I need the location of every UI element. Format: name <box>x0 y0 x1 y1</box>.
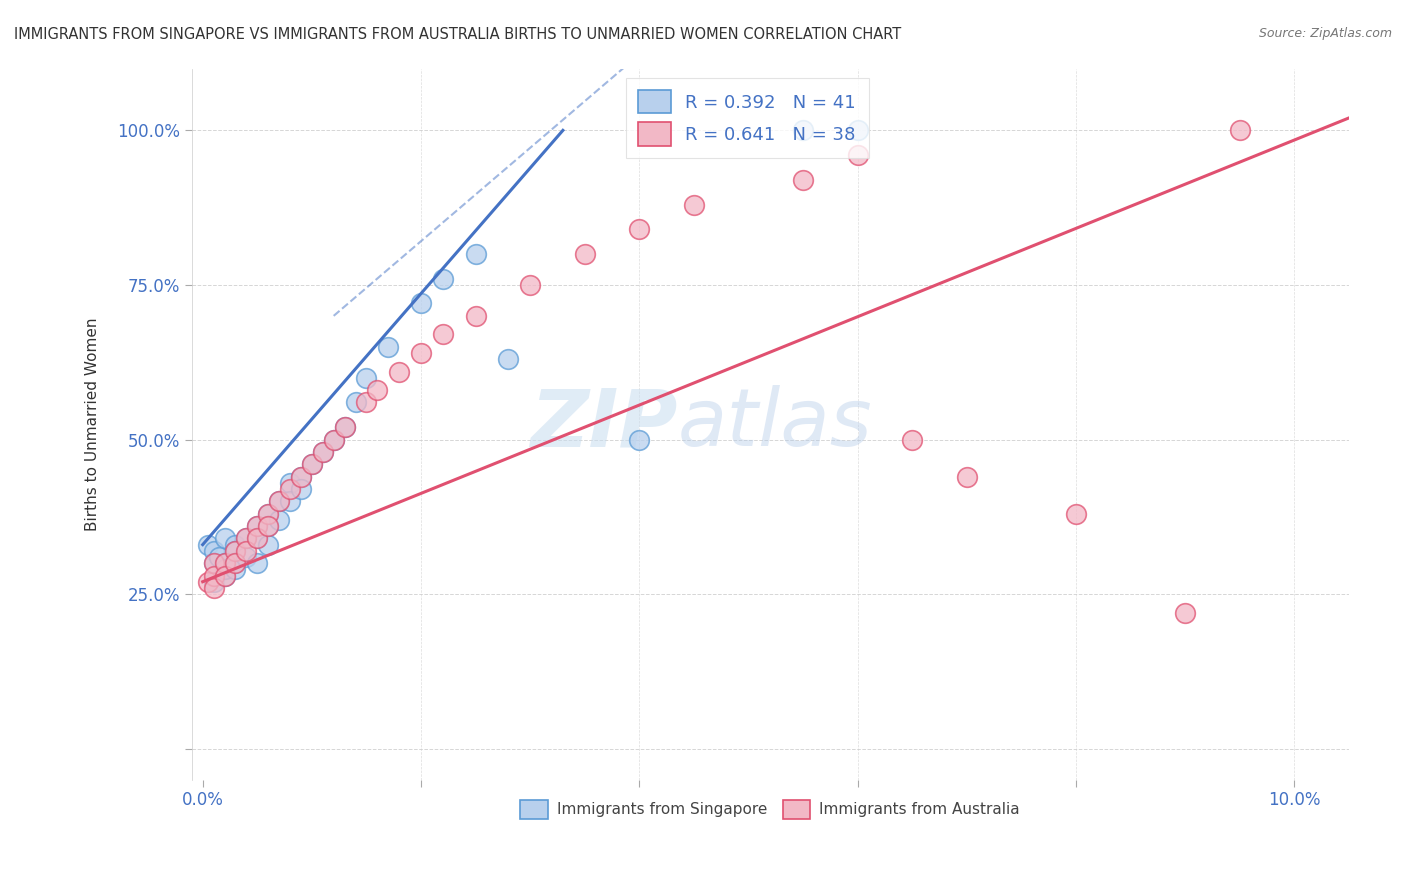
Text: Source: ZipAtlas.com: Source: ZipAtlas.com <box>1258 27 1392 40</box>
Point <box>202 574 225 589</box>
Point <box>224 562 246 576</box>
Point <box>214 562 236 576</box>
Point <box>901 433 924 447</box>
Point <box>224 544 246 558</box>
Point <box>257 519 280 533</box>
Point <box>312 445 335 459</box>
Point <box>432 272 454 286</box>
Point <box>683 197 706 211</box>
Point <box>519 277 541 292</box>
Point <box>214 556 236 570</box>
Point <box>246 519 269 533</box>
Point <box>235 532 257 546</box>
Point <box>290 482 312 496</box>
Point <box>224 538 246 552</box>
Point <box>322 433 344 447</box>
Point <box>269 513 291 527</box>
Point <box>214 556 236 570</box>
Point <box>214 568 236 582</box>
Point <box>312 445 335 459</box>
Point <box>257 519 280 533</box>
Point <box>278 494 301 508</box>
Point <box>202 556 225 570</box>
Point <box>409 296 432 310</box>
Point <box>197 538 219 552</box>
Point <box>846 123 869 137</box>
Point <box>278 475 301 490</box>
Point <box>246 532 269 546</box>
Point <box>377 340 399 354</box>
Point <box>956 469 979 483</box>
Point <box>257 538 280 552</box>
Point <box>246 532 269 546</box>
Point <box>792 173 814 187</box>
Point <box>290 469 312 483</box>
Legend: Immigrants from Singapore, Immigrants from Australia: Immigrants from Singapore, Immigrants fr… <box>515 794 1026 825</box>
Point <box>197 574 219 589</box>
Point <box>356 395 378 409</box>
Point <box>628 222 651 236</box>
Point <box>498 352 520 367</box>
Point <box>235 549 257 564</box>
Point <box>224 544 246 558</box>
Point <box>628 433 651 447</box>
Point <box>202 568 225 582</box>
Point <box>202 556 225 570</box>
Point <box>333 420 356 434</box>
Point <box>356 370 378 384</box>
Point <box>1229 123 1251 137</box>
Point <box>224 556 246 570</box>
Point <box>269 494 291 508</box>
Point <box>409 346 432 360</box>
Point <box>257 507 280 521</box>
Point <box>792 123 814 137</box>
Point <box>464 247 486 261</box>
Point <box>301 457 323 471</box>
Point <box>432 327 454 342</box>
Point <box>301 457 323 471</box>
Point <box>344 395 367 409</box>
Point <box>322 433 344 447</box>
Point <box>246 519 269 533</box>
Point <box>464 309 486 323</box>
Point <box>257 507 280 521</box>
Point <box>214 568 236 582</box>
Point <box>246 556 269 570</box>
Point <box>214 532 236 546</box>
Text: ZIP: ZIP <box>530 385 678 463</box>
Point <box>202 581 225 595</box>
Point <box>333 420 356 434</box>
Point <box>366 383 388 397</box>
Point <box>278 482 301 496</box>
Text: atlas: atlas <box>678 385 873 463</box>
Point <box>235 532 257 546</box>
Y-axis label: Births to Unmarried Women: Births to Unmarried Women <box>86 318 100 531</box>
Point <box>574 247 596 261</box>
Point <box>269 494 291 508</box>
Point <box>235 544 257 558</box>
Point <box>846 148 869 162</box>
Text: IMMIGRANTS FROM SINGAPORE VS IMMIGRANTS FROM AUSTRALIA BIRTHS TO UNMARRIED WOMEN: IMMIGRANTS FROM SINGAPORE VS IMMIGRANTS … <box>14 27 901 42</box>
Point <box>388 364 411 378</box>
Point <box>1174 606 1197 620</box>
Point <box>208 549 231 564</box>
Point <box>290 469 312 483</box>
Point <box>202 544 225 558</box>
Point <box>224 556 246 570</box>
Point <box>1064 507 1087 521</box>
